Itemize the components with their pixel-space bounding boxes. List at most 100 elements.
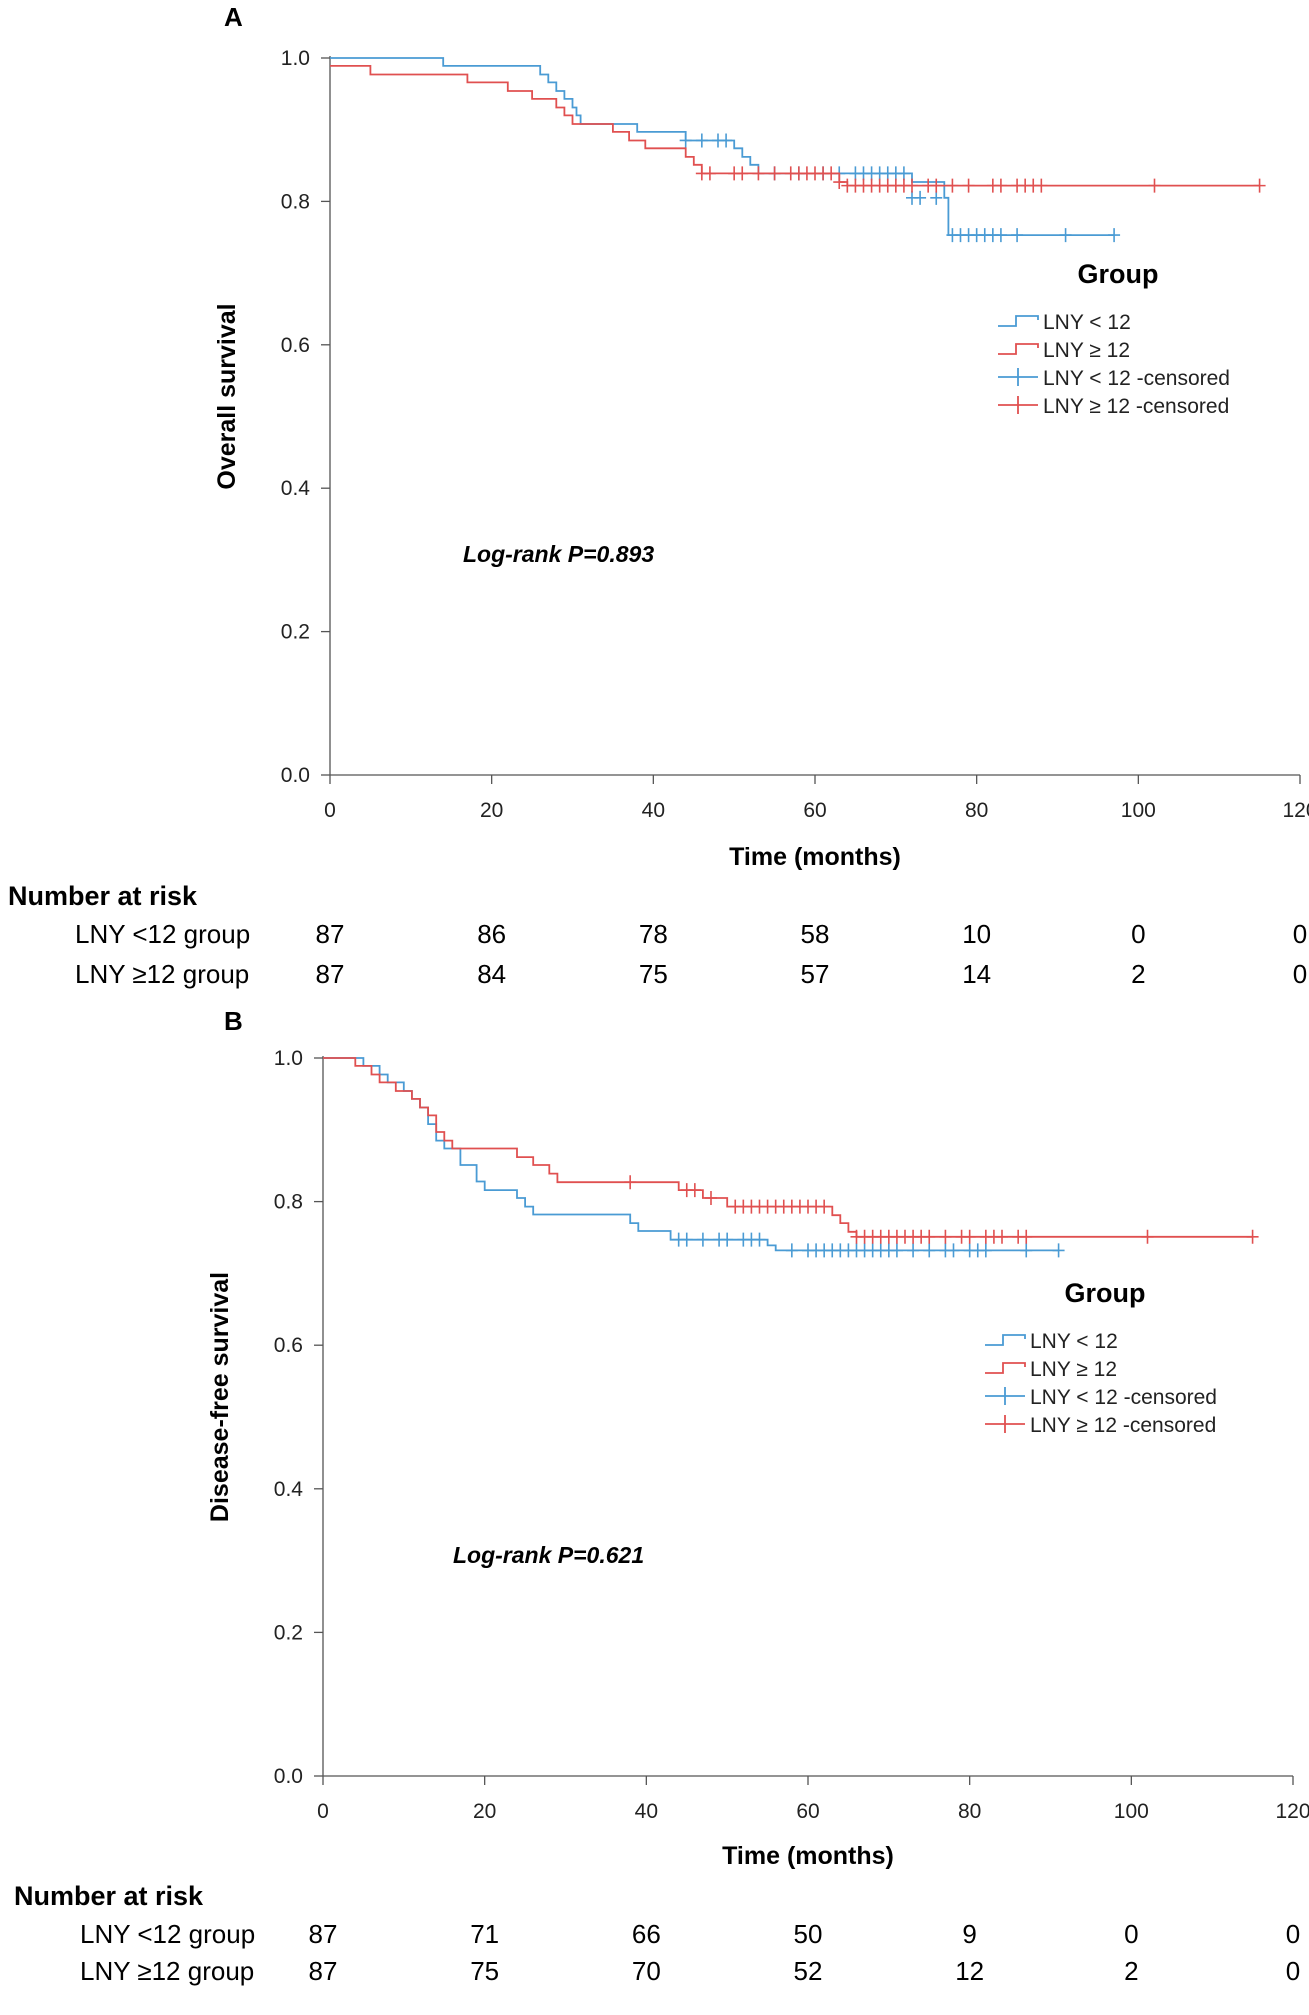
legend: Group LNY < 12 LNY ≥ 12 LNY < 12 -censored L… [985, 1278, 1217, 1437]
censor-mark [963, 1229, 976, 1244]
censor-mark [914, 190, 927, 205]
y-tick-label: 0.6 [274, 1334, 303, 1357]
censor-mark [994, 178, 1007, 193]
risk-count: 86 [477, 919, 506, 949]
y-tick-label: 0.0 [274, 1765, 303, 1788]
legend-label: LNY ≥ 12 -censored [1030, 1414, 1216, 1437]
number-at-risk-title: Number at risk [8, 881, 198, 911]
y-tick-label: 0.8 [281, 190, 310, 213]
censor-mark [1052, 1243, 1065, 1258]
number-at-risk-title: Number at risk [14, 1881, 204, 1911]
x-tick-label: 40 [635, 1800, 658, 1823]
censor-mark [930, 178, 943, 193]
risk-count: 0 [1293, 959, 1307, 989]
risk-count: 70 [632, 1956, 661, 1986]
risk-count: 0 [1124, 1919, 1138, 1949]
x-tick-label: 60 [803, 799, 826, 822]
censor-mark [939, 1229, 952, 1244]
legend-label: LNY < 12 -censored [1043, 367, 1230, 390]
x-tick-label: 80 [965, 799, 988, 822]
risk-count: 71 [470, 1919, 499, 1949]
y-tick-label: 0.4 [274, 1478, 304, 1501]
y-tick-label: 0.0 [281, 764, 310, 787]
censor-mark [679, 133, 692, 148]
censor-mark [906, 178, 918, 193]
legend: Group LNY < 12 LNY ≥ 12 LNY < 12 -censored L… [998, 259, 1230, 418]
risk-count: 87 [309, 1956, 338, 1986]
y-tick-label: 0.2 [274, 1621, 303, 1644]
legend-swatch-line [998, 343, 1039, 355]
y-tick-label: 0.6 [281, 334, 310, 357]
risk-count: 87 [309, 1919, 338, 1949]
x-tick-label: 0 [324, 799, 336, 822]
censor-mark [721, 1232, 734, 1247]
censor-mark [825, 166, 838, 181]
risk-count: 75 [639, 959, 668, 989]
risk-count: 0 [1286, 1956, 1300, 1986]
panel-letter: A [224, 2, 243, 32]
censor-mark [688, 1183, 701, 1198]
y-axis-title: Overall survival [213, 303, 241, 489]
censor-mark [994, 228, 1007, 243]
legend-label: LNY < 12 -censored [1030, 1386, 1217, 1409]
risk-count: 66 [632, 1919, 661, 1949]
risk-count: 2 [1131, 959, 1145, 989]
censor-mark [703, 166, 716, 181]
censor-mark [785, 1243, 798, 1258]
legend-title: Group [1065, 1278, 1146, 1308]
legend-swatch-line [985, 1334, 1026, 1346]
risk-count: 78 [639, 919, 668, 949]
censor-mark [736, 166, 749, 181]
y-axis-title: Disease-free survival [206, 1272, 234, 1522]
y-tick-label: 0.4 [281, 477, 311, 500]
x-tick-label: 20 [473, 1800, 496, 1823]
km-curve-lny-lt-12 [323, 1057, 1059, 1252]
km-curve-lny-ge-12 [330, 65, 1260, 187]
legend-label: LNY ≥ 12 [1030, 1358, 1117, 1381]
log-rank-annotation: Log-rank P=0.621 [453, 1542, 644, 1568]
risk-count: 50 [794, 1919, 823, 1949]
legend-swatch-censor [998, 396, 1038, 414]
censor-mark [753, 1232, 766, 1247]
risk-count: 0 [1293, 919, 1307, 949]
censor-mark [1035, 178, 1048, 193]
legend-swatch-censor [998, 368, 1038, 386]
censor-mark [1059, 228, 1072, 243]
risk-count: 75 [470, 1956, 499, 1986]
x-axis-title: Time (months) [729, 843, 901, 871]
x-tick-label: 100 [1121, 799, 1156, 822]
risk-count: 2 [1124, 1956, 1138, 1986]
x-tick-label: 40 [642, 799, 665, 822]
censor-mark [890, 1243, 903, 1258]
risk-count: 14 [962, 959, 991, 989]
legend-label: LNY < 12 [1030, 1330, 1118, 1353]
y-tick-label: 0.2 [281, 621, 310, 644]
risk-count: 84 [477, 959, 506, 989]
censor-mark [705, 1191, 717, 1206]
legend-swatch-line [998, 315, 1039, 327]
y-tick-label: 1.0 [274, 1047, 303, 1070]
y-tick-label: 0.8 [274, 1191, 303, 1214]
risk-count: 0 [1131, 919, 1145, 949]
censor-mark [720, 133, 733, 148]
censor-mark [996, 1229, 1008, 1244]
risk-count: 58 [801, 919, 830, 949]
legend-label: LNY < 12 [1043, 311, 1131, 334]
y-tick-label: 1.0 [281, 47, 310, 70]
censor-mark [1148, 178, 1161, 193]
censor-mark [696, 1232, 709, 1247]
censor-mark [1011, 228, 1024, 243]
censor-mark [947, 1243, 960, 1258]
number-at-risk-table: Number at risk LNY <12 group 87 86 78 58 10 0 0 L… [8, 881, 1307, 989]
number-at-risk-table: Number at risk LNY <12 group 87 71 66 50 9 0 0 LN… [14, 1881, 1300, 1986]
legend-swatch-censor [985, 1387, 1025, 1405]
censor-mark [1108, 228, 1121, 243]
censor-mark [752, 166, 765, 181]
censor-mark [818, 1199, 831, 1214]
risk-count: 10 [962, 919, 991, 949]
censor-mark [624, 1175, 637, 1190]
censor-mark [768, 166, 781, 181]
risk-count: 0 [1286, 1919, 1300, 1949]
